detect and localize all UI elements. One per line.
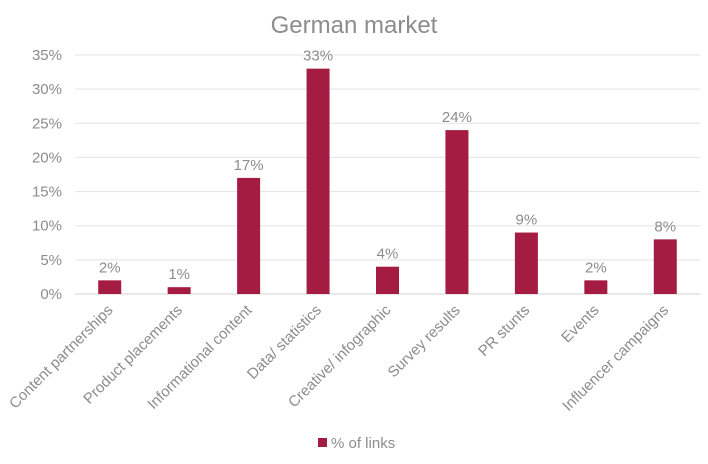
data-label: 9% bbox=[516, 212, 538, 229]
bar bbox=[653, 239, 677, 294]
y-tick-label: 20% bbox=[32, 149, 62, 166]
y-tick-label: 30% bbox=[32, 81, 62, 98]
bar bbox=[376, 266, 399, 294]
bar bbox=[306, 68, 330, 295]
y-tick-label: 5% bbox=[40, 252, 62, 269]
legend-swatch bbox=[318, 438, 327, 447]
data-label: 2% bbox=[585, 259, 607, 276]
data-label: 8% bbox=[654, 218, 676, 235]
chart-title: German market bbox=[271, 12, 438, 39]
legend: % of links bbox=[318, 435, 395, 452]
x-tick-label: Survey results bbox=[385, 302, 464, 381]
x-tick-label: Events bbox=[558, 302, 602, 346]
bar bbox=[514, 232, 538, 294]
y-tick-label: 35% bbox=[32, 47, 62, 64]
bar bbox=[445, 130, 469, 294]
data-label: 33% bbox=[303, 48, 333, 65]
y-tick-label: 10% bbox=[32, 218, 62, 235]
data-label: 1% bbox=[168, 266, 190, 283]
data-label: 2% bbox=[99, 259, 121, 276]
data-labels: 2% 1% 17% 33% 4% 24% 9% 2% 8% bbox=[99, 48, 676, 284]
x-tick-label: PR stunts bbox=[475, 302, 533, 360]
legend-label: % of links bbox=[331, 435, 395, 452]
y-tick-label: 0% bbox=[40, 286, 62, 303]
data-label: 4% bbox=[377, 246, 399, 263]
data-label: 17% bbox=[234, 157, 264, 174]
gridlines bbox=[75, 54, 700, 261]
data-label: 24% bbox=[442, 109, 472, 126]
bar bbox=[237, 177, 261, 294]
bars bbox=[98, 68, 677, 295]
y-tick-label: 25% bbox=[32, 115, 62, 132]
y-tick-label: 15% bbox=[32, 184, 62, 201]
bar bbox=[584, 280, 608, 294]
bar bbox=[98, 280, 122, 294]
bar bbox=[167, 287, 191, 294]
y-axis-ticks: 0% 5% 10% 15% 20% 25% 30% 35% bbox=[32, 47, 62, 303]
